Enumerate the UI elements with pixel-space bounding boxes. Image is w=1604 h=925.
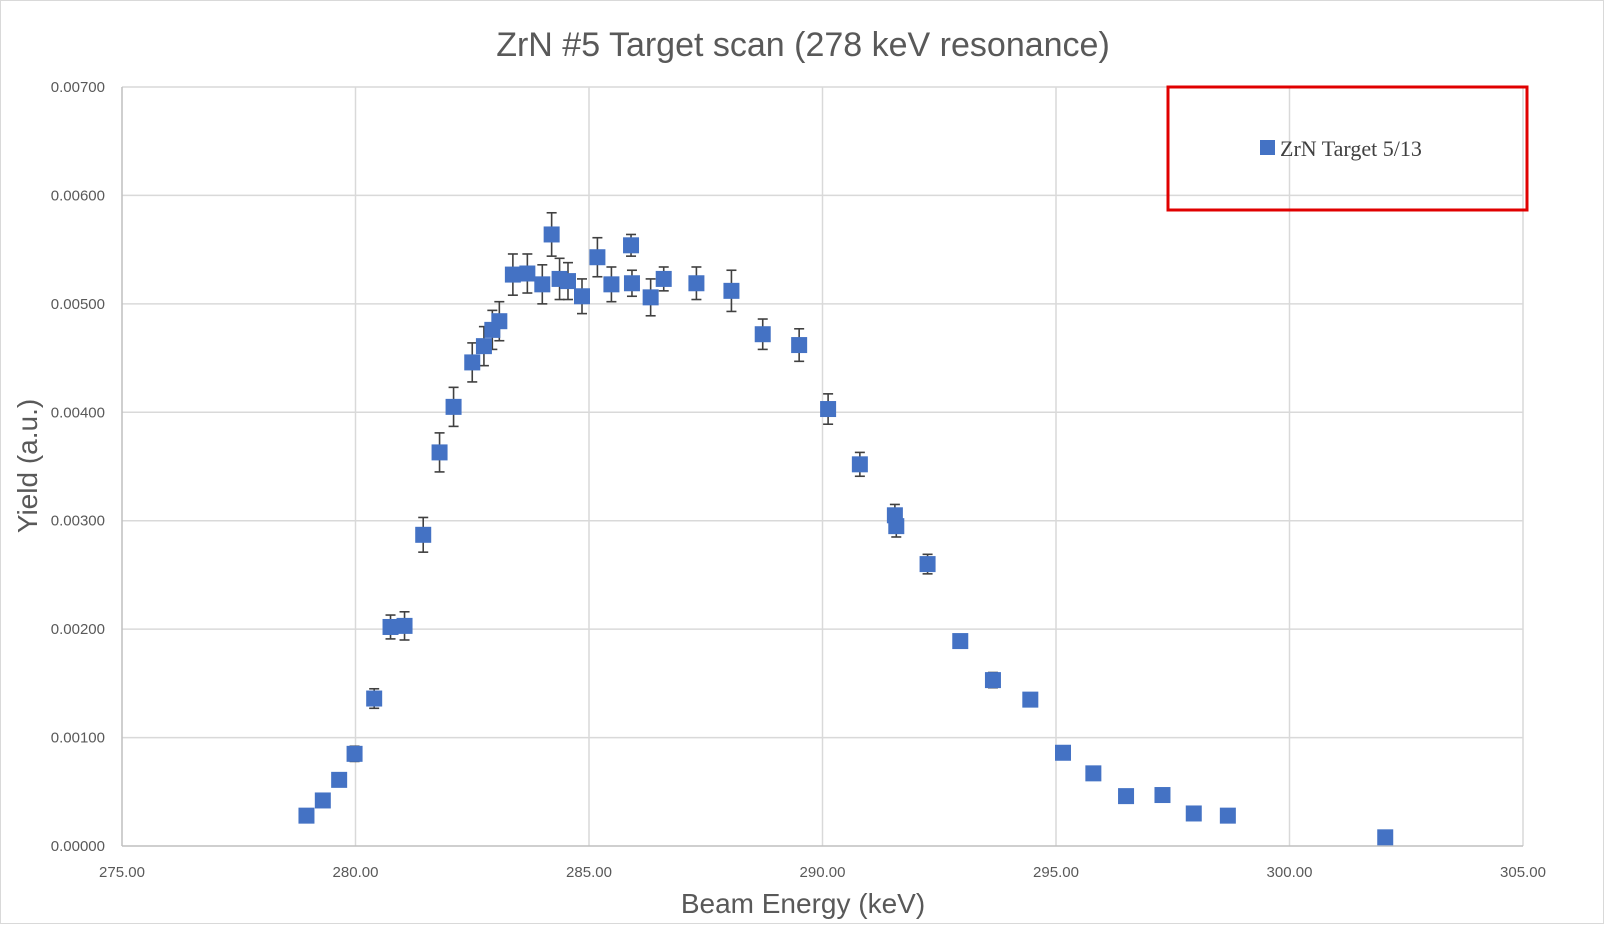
error-bar-layer [301, 211, 1391, 842]
data-point [888, 518, 905, 535]
data-point [331, 771, 348, 788]
data-point [919, 556, 936, 573]
data-point [791, 337, 808, 354]
data-point [366, 690, 383, 707]
data-point [559, 273, 576, 290]
data-point-layer [298, 226, 1394, 846]
x-tick-label: 285.00 [566, 864, 612, 881]
y-tick-label: 0.00200 [51, 621, 105, 638]
data-point [1219, 807, 1236, 824]
data-point [445, 398, 462, 415]
grid-layer [122, 86, 1524, 846]
data-point [984, 672, 1001, 689]
x-tick-label: 280.00 [333, 864, 379, 881]
x-tick-label: 305.00 [1500, 864, 1546, 881]
data-point [1154, 787, 1171, 804]
y-tick-label: 0.00100 [51, 730, 105, 747]
data-point [534, 276, 551, 293]
data-point [1118, 788, 1135, 805]
data-point [623, 237, 640, 254]
chart-title: ZrN #5 Target scan (278 keV resonance) [496, 26, 1110, 64]
data-point [589, 249, 606, 266]
data-point [1377, 829, 1394, 846]
y-tick-label: 0.00300 [51, 513, 105, 530]
data-point [642, 289, 659, 306]
data-point [314, 792, 331, 809]
tick-label-layer: 275.00 280.00 285.00 290.00 295.00 300.00 305.… [51, 79, 1546, 881]
data-point [820, 401, 837, 418]
data-point [1055, 744, 1072, 761]
legend-highlight-box [1166, 85, 1529, 212]
data-point [382, 618, 399, 635]
data-point [603, 276, 620, 293]
data-point [543, 226, 560, 243]
y-tick-label: 0.00400 [51, 404, 105, 421]
data-point [298, 807, 315, 824]
data-point [346, 745, 363, 762]
axis-layer [121, 87, 1523, 847]
y-tick-label: 0.00500 [51, 296, 105, 313]
data-point [655, 270, 672, 287]
legend: ZrN Target 5/13 [1166, 85, 1529, 212]
data-point [464, 354, 481, 371]
x-axis-label: Beam Energy (keV) [681, 888, 925, 919]
x-tick-label: 300.00 [1267, 864, 1313, 881]
data-point [1185, 805, 1202, 822]
y-axis-label: Yield (a.u.) [12, 399, 43, 533]
data-point [396, 617, 413, 634]
y-tick-label: 0.00600 [51, 187, 105, 204]
data-point [519, 265, 536, 282]
data-point [431, 444, 448, 461]
x-tick-label: 295.00 [1033, 864, 1079, 881]
data-point [504, 266, 521, 283]
y-tick-label: 0.00700 [51, 79, 105, 96]
data-point [723, 282, 740, 299]
y-tick-label: 0.00000 [51, 838, 105, 855]
data-point [415, 526, 432, 543]
legend-series-label: ZrN Target 5/13 [1280, 136, 1422, 161]
x-tick-label: 290.00 [800, 864, 846, 881]
data-point [491, 313, 508, 330]
x-tick-label: 275.00 [99, 864, 145, 881]
data-point [623, 275, 640, 292]
data-point [475, 338, 492, 355]
legend-marker-icon [1260, 140, 1275, 155]
data-point [1022, 691, 1039, 708]
data-point [851, 456, 868, 473]
data-point [952, 633, 969, 650]
data-point [754, 326, 771, 343]
data-point [573, 288, 590, 305]
data-point [1085, 765, 1102, 782]
data-point [688, 275, 705, 292]
